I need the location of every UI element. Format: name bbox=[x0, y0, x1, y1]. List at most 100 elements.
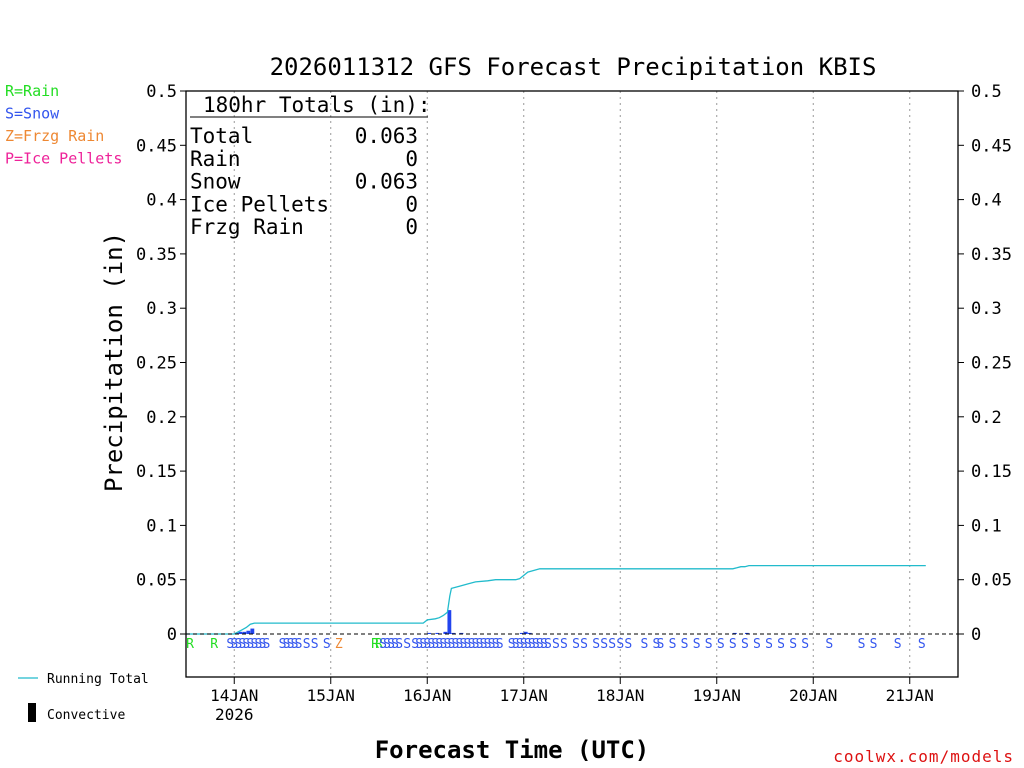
ptype-marker: S bbox=[488, 637, 496, 652]
ptype-marker: R bbox=[375, 637, 383, 652]
y-tick-label-right: 0.5 bbox=[971, 82, 1002, 102]
ptype-marker: S bbox=[242, 637, 250, 652]
ptype-marker: S bbox=[238, 637, 246, 652]
chart-title: 2026011312 GFS Forecast Precipitation KB… bbox=[270, 53, 877, 81]
ptype-marker: S bbox=[246, 637, 254, 652]
ptype-marker: S bbox=[540, 637, 548, 652]
y-tick-label-left: 0.15 bbox=[136, 462, 177, 482]
ptype-marker: S bbox=[295, 637, 303, 652]
ptype-marker: S bbox=[508, 637, 516, 652]
y-tick-label-right: 0.15 bbox=[971, 462, 1012, 482]
ptype-marker: S bbox=[230, 637, 238, 652]
ptype-marker: S bbox=[552, 637, 560, 652]
y-tick-label-right: 0.25 bbox=[971, 354, 1012, 374]
ptype-marker: S bbox=[303, 637, 311, 652]
totals-row-label: Ice Pellets bbox=[190, 192, 329, 216]
ptype-marker: S bbox=[681, 637, 689, 652]
ptype-marker: S bbox=[532, 637, 540, 652]
ptype-marker: S bbox=[403, 637, 411, 652]
ptype-marker: S bbox=[464, 637, 472, 652]
convective-legend-swatch bbox=[28, 703, 36, 722]
running-total-legend-label: Running Total bbox=[47, 672, 149, 687]
y-tick-label-left: 0.1 bbox=[146, 516, 177, 536]
x-tick-label: 21JAN bbox=[886, 686, 934, 705]
totals-row-label: Frzg Rain bbox=[190, 215, 304, 239]
credit-text: coolwx.com/models bbox=[833, 747, 1014, 766]
precip-bars bbox=[234, 610, 749, 634]
ptype-marker: S bbox=[524, 637, 532, 652]
precip-bar-3 bbox=[246, 630, 251, 634]
y-tick-label-right: 0 bbox=[971, 625, 981, 645]
running-total-line bbox=[186, 564, 926, 635]
ptype-marker: S bbox=[765, 637, 773, 652]
precip-bar-15 bbox=[744, 632, 749, 634]
precip-type-legend: R=Rain S=Snow Z=Frzg Rain P=Ice Pellets bbox=[5, 82, 122, 168]
ptype-marker: S bbox=[729, 637, 737, 652]
ptype-marker: S bbox=[226, 637, 234, 652]
y-tick-label-left: 0.35 bbox=[136, 245, 177, 265]
totals-row-value: 0 bbox=[405, 147, 418, 171]
ptype-marker: S bbox=[411, 637, 419, 652]
ptype-marker: R bbox=[210, 637, 218, 652]
ptype-legend-item: R=Rain bbox=[5, 82, 59, 100]
y-tick-label-right: 0.1 bbox=[971, 516, 1002, 536]
ptype-marker: S bbox=[572, 637, 580, 652]
ptype-marker: Z bbox=[335, 637, 343, 652]
ptype-marker: S bbox=[431, 637, 439, 652]
precip-bar-12 bbox=[523, 631, 528, 634]
day-gridlines bbox=[233, 91, 911, 677]
ptype-marker: S bbox=[447, 637, 455, 652]
ptype-marker: S bbox=[496, 637, 504, 652]
ptype-marker: S bbox=[263, 637, 271, 652]
ptype-marker: S bbox=[443, 637, 451, 652]
ptype-marker: S bbox=[484, 637, 492, 652]
ptype-marker: S bbox=[254, 637, 262, 652]
series-legend: Running Total Convective bbox=[18, 672, 149, 723]
precip-bar-5 bbox=[427, 632, 432, 634]
y-tick-label-right: 0.05 bbox=[971, 571, 1012, 591]
totals-box: 180hr Totals (in): Total 0.063 Rain 0 Snow 0.… bbox=[190, 93, 431, 239]
totals-row-value: 0.063 bbox=[355, 124, 418, 148]
ptype-marker: S bbox=[383, 637, 391, 652]
x-tick-sublabel: 2026 bbox=[215, 705, 254, 724]
ptype-marker: S bbox=[753, 637, 761, 652]
ptype-marker: S bbox=[427, 637, 435, 652]
x-tick-label: 17JAN bbox=[500, 686, 548, 705]
ptype-marker: S bbox=[480, 637, 488, 652]
ptype-marker: S bbox=[592, 637, 600, 652]
totals-row-label: Rain bbox=[190, 147, 241, 171]
plot-frame bbox=[185, 90, 959, 678]
ptype-marker: S bbox=[234, 637, 242, 652]
ptype-marker: S bbox=[516, 637, 524, 652]
precip-bar-4 bbox=[250, 628, 255, 634]
ptype-marker: S bbox=[456, 637, 464, 652]
ptype-legend-item: Z=Frzg Rain bbox=[5, 127, 104, 145]
ptype-marker: S bbox=[669, 637, 677, 652]
y-tick-label-left: 0.2 bbox=[146, 408, 177, 428]
ptype-marker: S bbox=[560, 637, 568, 652]
y-axis-left: 0 0.05 0.1 0.15 0.2 0.25 0.3 0.35 0.4 0.45 0.5 bbox=[136, 82, 186, 645]
y-tick-label-left: 0.5 bbox=[146, 82, 177, 102]
precip-bar-11 bbox=[519, 632, 524, 634]
ptype-marker: S bbox=[870, 637, 878, 652]
precip-bar-7 bbox=[443, 631, 448, 634]
y-tick-label-left: 0.45 bbox=[136, 136, 177, 156]
precip-bar-1 bbox=[238, 631, 243, 634]
ptype-marker: S bbox=[419, 637, 427, 652]
ptype-marker: S bbox=[608, 637, 616, 652]
ptype-legend-item: S=Snow bbox=[5, 105, 60, 123]
ptype-marker: S bbox=[600, 637, 608, 652]
ptype-marker: S bbox=[777, 637, 785, 652]
ptype-marker: S bbox=[423, 637, 431, 652]
ptype-marker: S bbox=[451, 637, 459, 652]
ptype-marker: S bbox=[520, 637, 528, 652]
ptype-marker: S bbox=[789, 637, 797, 652]
ptype-marker: S bbox=[439, 637, 447, 652]
ptype-marker: S bbox=[287, 637, 295, 652]
x-axis-label: Forecast Time (UTC) bbox=[375, 736, 650, 764]
ptype-marker: S bbox=[468, 637, 476, 652]
precip-bar-9 bbox=[451, 632, 456, 634]
ptype-marker: S bbox=[387, 637, 395, 652]
ptype-marker: S bbox=[741, 637, 749, 652]
